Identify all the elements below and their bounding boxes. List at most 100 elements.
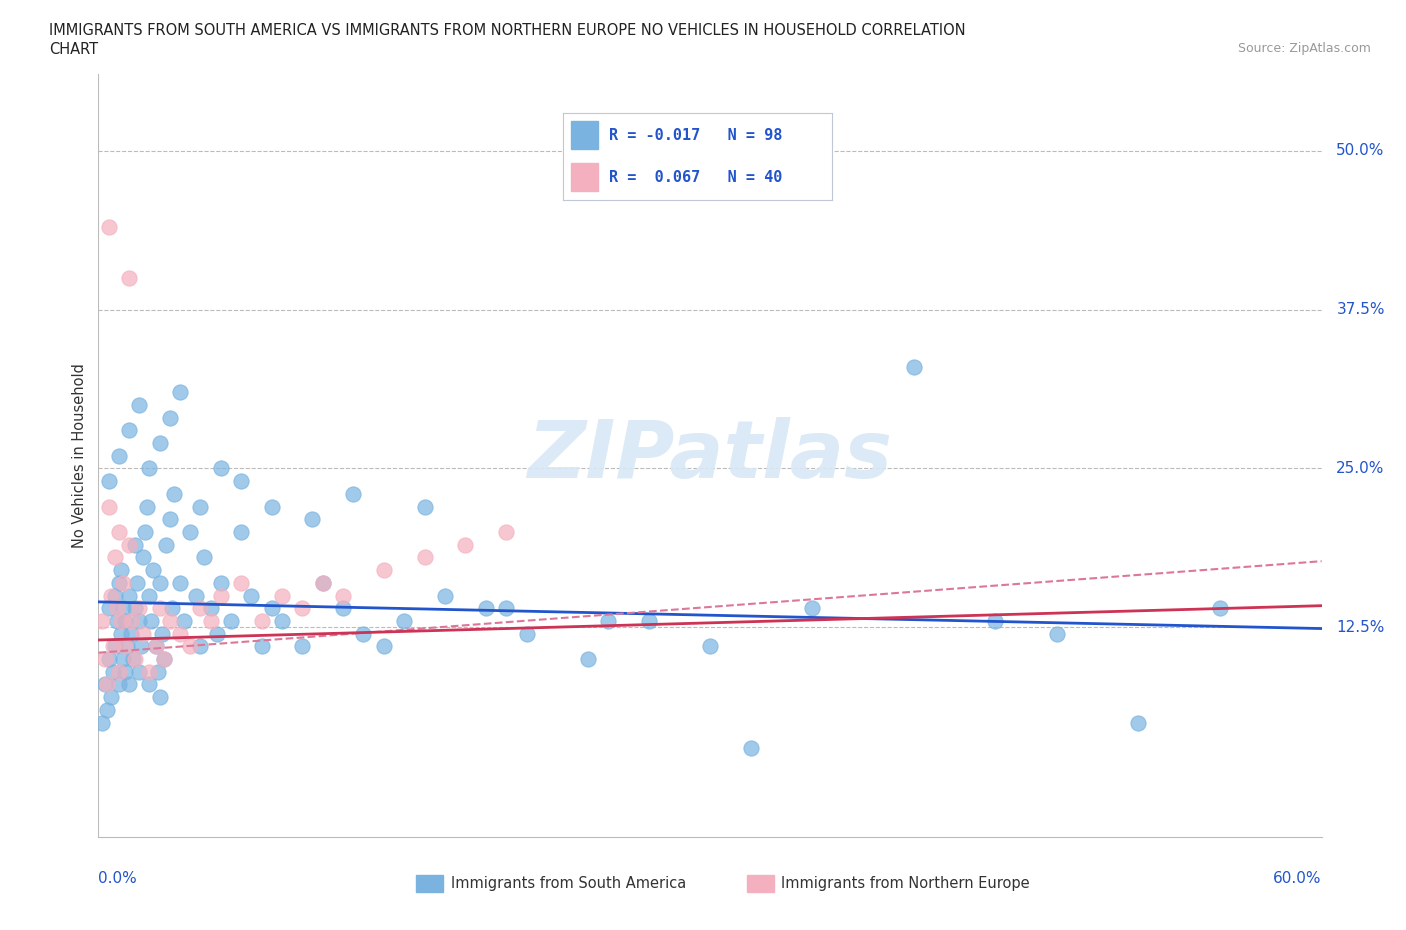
Point — [114, 614, 136, 629]
Point — [159, 512, 181, 526]
Point — [200, 614, 222, 629]
Point — [105, 614, 128, 629]
Point — [100, 690, 122, 705]
Point — [160, 601, 183, 616]
Point — [209, 588, 232, 603]
Point — [312, 576, 335, 591]
Point — [495, 601, 517, 616]
Point — [149, 690, 172, 705]
Point — [260, 601, 283, 616]
Point — [138, 588, 160, 603]
Point — [270, 614, 294, 629]
Point — [291, 601, 314, 616]
Point — [118, 677, 141, 692]
Point — [312, 576, 335, 591]
Point — [1208, 601, 1232, 616]
Point — [146, 664, 169, 679]
Point — [111, 601, 134, 616]
Point — [231, 525, 253, 539]
Point — [332, 601, 354, 616]
Point — [136, 499, 159, 514]
Point — [120, 614, 142, 629]
Point — [163, 486, 186, 501]
Point — [115, 639, 138, 654]
Text: 50.0%: 50.0% — [1336, 143, 1385, 158]
Point — [159, 410, 181, 425]
Point — [516, 626, 538, 641]
Point — [129, 639, 152, 654]
Point — [110, 626, 132, 641]
Point — [101, 639, 124, 654]
Point — [105, 601, 128, 616]
Point — [188, 499, 212, 514]
Point — [110, 614, 132, 629]
Point — [132, 550, 155, 565]
Point — [1045, 626, 1069, 641]
Point — [699, 639, 721, 654]
Point — [352, 626, 374, 641]
Point — [138, 677, 160, 692]
Bar — [416, 875, 443, 892]
Point — [801, 601, 824, 616]
Point — [209, 576, 232, 591]
Text: 12.5%: 12.5% — [1336, 619, 1385, 635]
Point — [138, 664, 160, 679]
Point — [250, 639, 273, 654]
Point — [392, 614, 416, 629]
Point — [188, 601, 212, 616]
Point — [155, 538, 177, 552]
Point — [120, 626, 142, 641]
Text: ZIPatlas: ZIPatlas — [527, 417, 893, 495]
Point — [169, 385, 191, 400]
Point — [108, 576, 131, 591]
Point — [100, 588, 122, 603]
Point — [413, 499, 436, 514]
Point — [186, 588, 208, 603]
Point — [169, 626, 191, 641]
Point — [104, 639, 127, 654]
Point — [93, 652, 115, 667]
Point — [159, 614, 181, 629]
Point — [145, 639, 167, 654]
Point — [104, 550, 127, 565]
Point — [149, 435, 172, 450]
Point — [219, 614, 242, 629]
Point — [118, 423, 141, 438]
Text: CHART: CHART — [49, 42, 98, 57]
Point — [97, 499, 120, 514]
Point — [193, 550, 215, 565]
Point — [127, 576, 149, 591]
Point — [200, 601, 222, 616]
Point — [128, 664, 150, 679]
Point — [231, 576, 253, 591]
Point — [250, 614, 273, 629]
Text: Source: ZipAtlas.com: Source: ZipAtlas.com — [1237, 42, 1371, 55]
Text: Immigrants from South America: Immigrants from South America — [451, 876, 686, 891]
Point — [91, 715, 114, 730]
Point — [1128, 715, 1150, 730]
Point — [93, 677, 115, 692]
Point — [138, 461, 160, 476]
Point — [637, 614, 661, 629]
Point — [118, 271, 141, 286]
Point — [114, 639, 136, 654]
Point — [342, 486, 364, 501]
Point — [111, 576, 134, 591]
Point — [124, 601, 146, 616]
Point — [96, 702, 118, 717]
Point — [110, 563, 132, 578]
Point — [141, 614, 163, 629]
Point — [231, 473, 253, 488]
Point — [152, 652, 174, 667]
Point — [91, 614, 114, 629]
Text: Immigrants from Northern Europe: Immigrants from Northern Europe — [780, 876, 1029, 891]
Point — [984, 614, 1007, 629]
Point — [97, 601, 120, 616]
Point — [474, 601, 498, 616]
Point — [413, 550, 436, 565]
Point — [179, 639, 201, 654]
Point — [260, 499, 283, 514]
Point — [454, 538, 477, 552]
Point — [740, 740, 762, 755]
Point — [124, 538, 146, 552]
